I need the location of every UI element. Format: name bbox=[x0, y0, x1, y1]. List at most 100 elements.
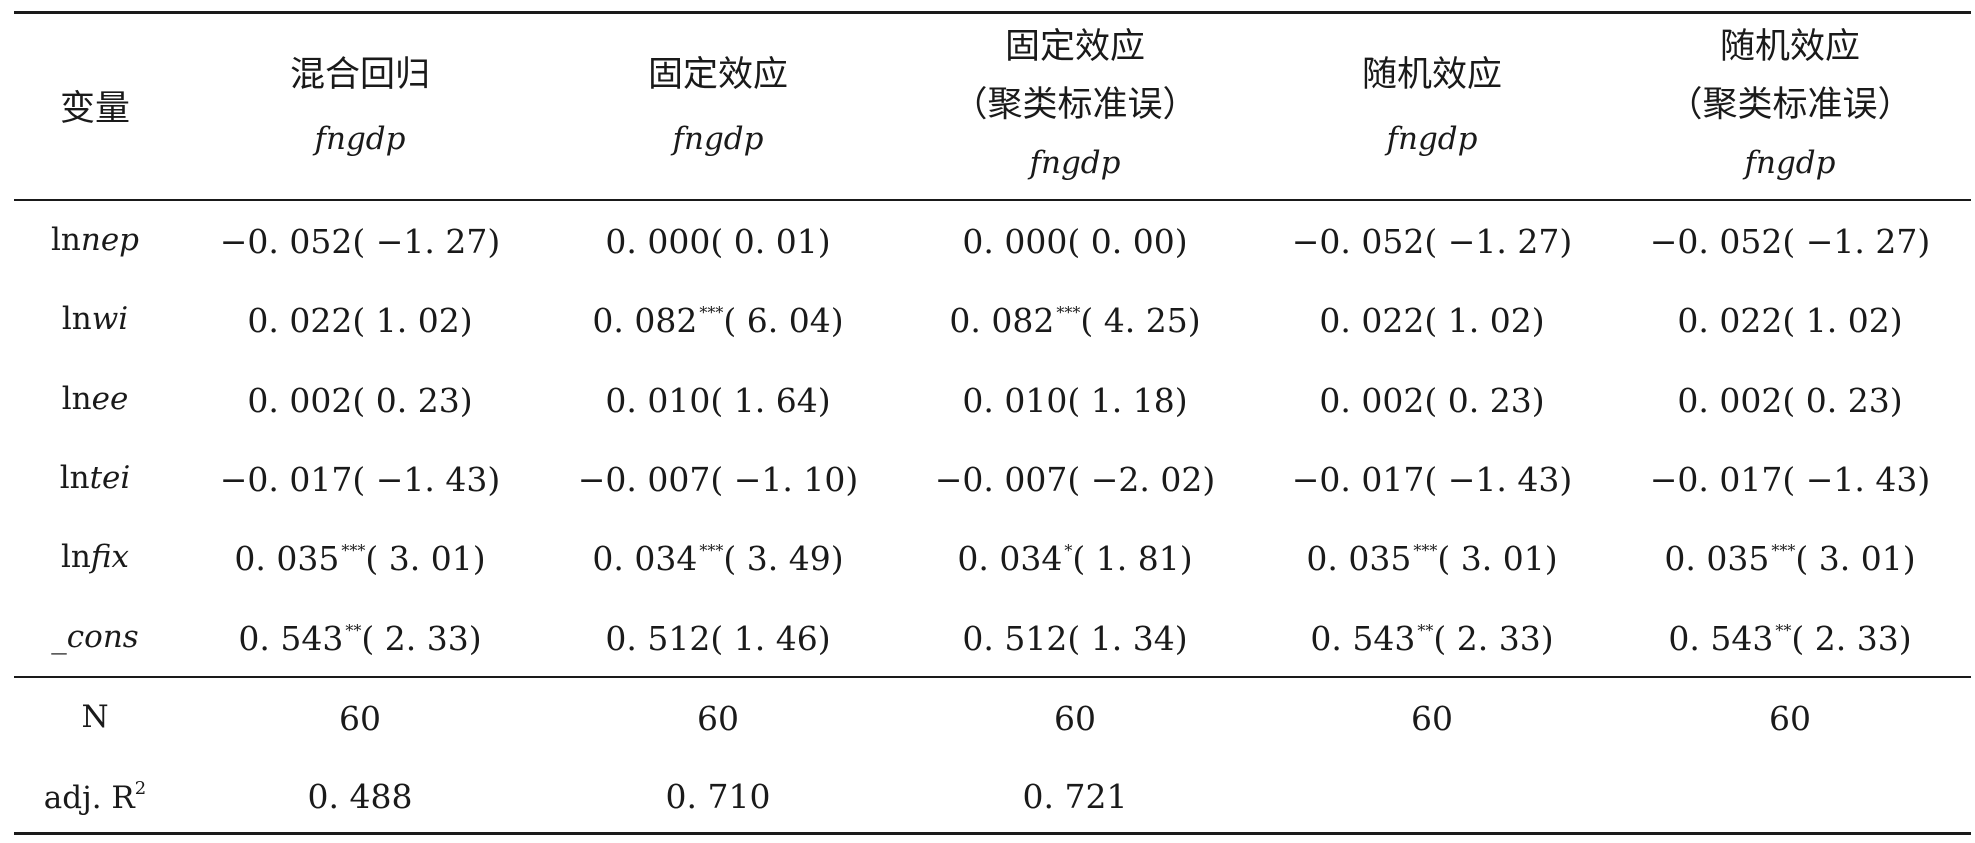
table-cell: 0. 000( 0. 00) bbox=[900, 225, 1250, 258]
header-col-5-dependent-var: fngdp bbox=[1744, 145, 1836, 181]
cell-coefficient: 0. 512 bbox=[962, 619, 1068, 658]
table-cell: 0. 035 ***( 3. 01) bbox=[1257, 542, 1607, 575]
stats-row-label: N bbox=[10, 702, 180, 733]
significance-stars: ** bbox=[1417, 621, 1434, 640]
cell-t-statistic: ( −1. 10) bbox=[710, 460, 859, 499]
bottom-rule bbox=[14, 832, 1971, 835]
cell-t-statistic: ( −1. 43) bbox=[1424, 460, 1573, 499]
stats-label-text: adj. R bbox=[43, 780, 135, 816]
table-cell: −0. 052( −1. 27) bbox=[1257, 225, 1607, 258]
header-col-2-title: 固定效应 bbox=[647, 55, 788, 95]
header-col-4-title: 随机效应 bbox=[1361, 55, 1502, 95]
significance-stars: ** bbox=[1775, 621, 1792, 640]
row-label-variable: nep bbox=[80, 222, 140, 258]
cell-coefficient: 0. 002 bbox=[1677, 381, 1783, 420]
table-cell: 0. 010( 1. 18) bbox=[900, 384, 1250, 417]
header-col-3-subtitle: （聚类标准误） bbox=[952, 85, 1198, 125]
cell-t-statistic: ( −1. 43) bbox=[352, 460, 501, 499]
cell-t-statistic: ( 0. 23) bbox=[1782, 381, 1903, 420]
stats-row-label: adj. R2 bbox=[10, 780, 180, 814]
cell-t-statistic: ( −1. 27) bbox=[1782, 222, 1931, 261]
cell-coefficient: 0. 512 bbox=[605, 619, 711, 658]
cell-coefficient: 0. 022 bbox=[1319, 301, 1425, 340]
cell-coefficient: 0. 010 bbox=[962, 381, 1068, 420]
cell-t-statistic: ( −2. 02) bbox=[1067, 460, 1216, 499]
top-rule bbox=[14, 11, 1971, 14]
cell-t-statistic: ( 2. 33) bbox=[1433, 619, 1554, 658]
header-col-1-title: 混合回归 bbox=[289, 55, 430, 95]
significance-stars: *** bbox=[341, 541, 366, 560]
cell-t-statistic: ( 3. 01) bbox=[365, 539, 486, 578]
header-col-5-subtitle: （聚类标准误） bbox=[1667, 85, 1913, 125]
significance-stars: ** bbox=[345, 621, 362, 640]
stats-label-text: N bbox=[81, 699, 109, 735]
table-cell: −0. 017( −1. 43) bbox=[1615, 463, 1965, 496]
table-cell: −0. 052( −1. 27) bbox=[1615, 225, 1965, 258]
table-cell: −0. 017( −1. 43) bbox=[185, 463, 535, 496]
cell-t-statistic: ( 1. 64) bbox=[710, 381, 831, 420]
cell-t-statistic: ( 0. 00) bbox=[1067, 222, 1188, 261]
header-col-4-dependent-var: fngdp bbox=[1386, 121, 1478, 157]
table-cell: 0. 022( 1. 02) bbox=[1257, 304, 1607, 337]
cell-coefficient: −0. 017 bbox=[219, 460, 353, 499]
table-cell: 0. 543 **( 2. 33) bbox=[1257, 622, 1607, 655]
cell-coefficient: 0. 543 bbox=[238, 619, 344, 658]
table-cell: 0. 082 ***( 4. 25) bbox=[900, 304, 1250, 337]
cell-t-statistic: ( 0. 01) bbox=[710, 222, 831, 261]
row-label-variable: ee bbox=[91, 381, 129, 417]
cell-t-statistic: ( 4. 25) bbox=[1080, 301, 1201, 340]
cell-coefficient: 0. 543 bbox=[1668, 619, 1774, 658]
cell-t-statistic: ( 1. 34) bbox=[1067, 619, 1188, 658]
cell-coefficient: 0. 010 bbox=[605, 381, 711, 420]
cell-coefficient: 0. 543 bbox=[1310, 619, 1416, 658]
header-col-3-title: 固定效应 bbox=[1004, 27, 1145, 67]
cell-t-statistic: ( 0. 23) bbox=[1424, 381, 1545, 420]
table-cell: 0. 082 ***( 6. 04) bbox=[543, 304, 893, 337]
cell-coefficient: 0. 000 bbox=[962, 222, 1068, 261]
header-col-3-dependent-var: fngdp bbox=[1029, 145, 1121, 181]
cell-coefficient: 0. 035 bbox=[1306, 539, 1412, 578]
cell-coefficient: 0. 022 bbox=[247, 301, 353, 340]
cell-t-statistic: ( −1. 27) bbox=[1424, 222, 1573, 261]
table-cell: 0. 034 *( 1. 81) bbox=[900, 542, 1250, 575]
cell-coefficient: −0. 052 bbox=[1291, 222, 1425, 261]
row-label-prefix: ln bbox=[61, 381, 92, 417]
table-cell: 0. 000( 0. 01) bbox=[543, 225, 893, 258]
cell-coefficient: 0. 082 bbox=[592, 301, 698, 340]
cell-t-statistic: ( 3. 01) bbox=[1437, 539, 1558, 578]
table-cell: 0. 010( 1. 64) bbox=[543, 384, 893, 417]
table-cell: 0. 543 **( 2. 33) bbox=[1615, 622, 1965, 655]
cell-t-statistic: ( 3. 49) bbox=[723, 539, 844, 578]
header-col-5-title: 随机效应 bbox=[1719, 27, 1860, 67]
table-cell: 0. 002( 0. 23) bbox=[1615, 384, 1965, 417]
row-label-prefix: ln bbox=[61, 301, 92, 337]
header-variable: 变量 bbox=[59, 89, 130, 129]
cell-coefficient: −0. 007 bbox=[577, 460, 711, 499]
stats-cell: 60 bbox=[1769, 699, 1811, 738]
stats-cell: 60 bbox=[339, 699, 381, 738]
cell-coefficient: 0. 022 bbox=[1677, 301, 1783, 340]
table-cell: 0. 512( 1. 46) bbox=[543, 622, 893, 655]
stats-separator-rule bbox=[14, 676, 1971, 678]
table-cell: 0. 034 ***( 3. 49) bbox=[543, 542, 893, 575]
cell-t-statistic: ( −1. 27) bbox=[352, 222, 501, 261]
table-cell: −0. 007( −2. 02) bbox=[900, 463, 1250, 496]
stats-cell: 0. 488 bbox=[307, 777, 413, 816]
row-label-variable: fix bbox=[90, 539, 130, 575]
row-label-prefix: ln bbox=[59, 460, 90, 496]
cell-t-statistic: ( 3. 01) bbox=[1795, 539, 1916, 578]
cell-t-statistic: ( 1. 02) bbox=[1424, 301, 1545, 340]
stats-cell: 0. 710 bbox=[665, 777, 771, 816]
row-label-variable: tei bbox=[89, 460, 131, 496]
cell-t-statistic: ( 1. 02) bbox=[352, 301, 473, 340]
cell-coefficient: −0. 017 bbox=[1649, 460, 1783, 499]
significance-stars: * bbox=[1064, 541, 1073, 560]
table-cell: 0. 002( 0. 23) bbox=[185, 384, 535, 417]
row-label: lnwi bbox=[10, 304, 180, 335]
table-cell: 0. 543 **( 2. 33) bbox=[185, 622, 535, 655]
table-cell: 0. 512( 1. 34) bbox=[900, 622, 1250, 655]
row-label-prefix: ln bbox=[50, 222, 81, 258]
table-cell: 0. 002( 0. 23) bbox=[1257, 384, 1607, 417]
row-label: _cons bbox=[10, 622, 180, 653]
